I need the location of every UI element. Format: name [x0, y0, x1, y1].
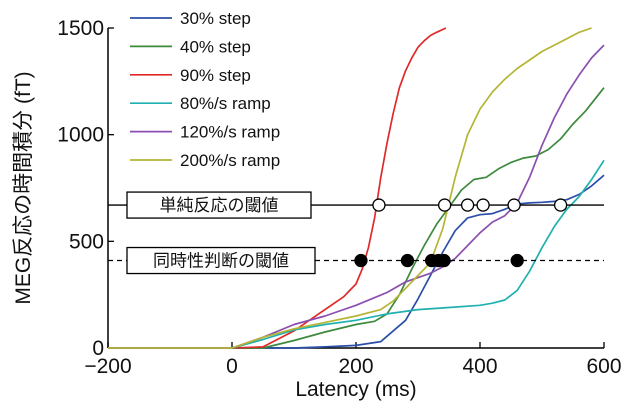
legend-label-3: 80%/s ramp [180, 94, 271, 113]
series-line-2 [108, 27, 447, 349]
y-tick-label: 1000 [57, 124, 104, 147]
y-axis-title: MEG反応の時間積分 (fT) [12, 71, 35, 304]
x-tick-label: 200 [338, 355, 373, 378]
threshold-label-box-0 [126, 191, 312, 219]
x-tick-label: −200 [84, 355, 131, 378]
filled-circle-marker [354, 253, 368, 268]
open-circle-marker [372, 198, 386, 212]
open-circle-marker [507, 198, 521, 212]
open-circle-marker [476, 198, 490, 212]
open-circle-marker [460, 198, 475, 212]
threshold-label-box-1 [126, 246, 316, 275]
filled-circle-marker [400, 253, 415, 268]
y-tick-label: 1500 [57, 17, 104, 40]
x-axis-title: Latency (ms) [295, 378, 416, 401]
filled-circle-marker [510, 253, 524, 268]
legend-label-5: 200%/s ramp [180, 151, 280, 170]
legend-label-2: 90% step [180, 66, 251, 85]
legend-label-0: 30% step [180, 9, 251, 28]
y-tick-label: 500 [69, 230, 104, 253]
y-tick-label: 0 [92, 337, 104, 360]
series-line-4 [108, 44, 605, 349]
threshold-label-1: 同時性判断の閾値 [153, 252, 289, 272]
x-tick-label: 600 [586, 355, 621, 378]
x-tick-label: 400 [462, 355, 497, 378]
open-circle-marker [553, 198, 568, 212]
open-circle-marker [438, 198, 452, 212]
filled-circle-marker [437, 253, 451, 268]
series-line-3 [108, 159, 605, 349]
x-tick-label: 0 [226, 355, 238, 378]
threshold-label-0: 単純反応の閾値 [160, 196, 279, 216]
legend-label-4: 120%/s ramp [180, 123, 280, 142]
legend: 30% step 40% step 90% step 80%/s ramp 120%/s… [130, 9, 280, 170]
legend-label-1: 40% step [180, 37, 251, 56]
